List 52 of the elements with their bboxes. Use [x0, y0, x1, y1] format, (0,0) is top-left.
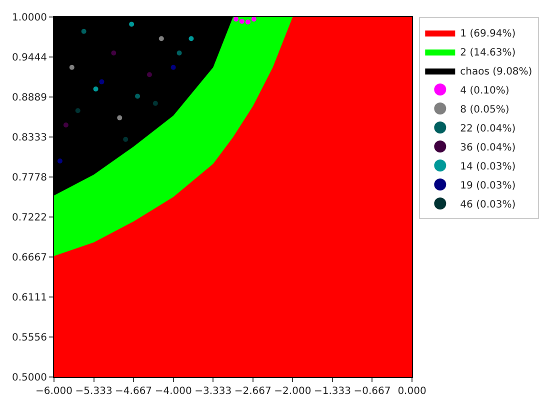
point: [239, 18, 244, 24]
point: [117, 115, 122, 120]
y-tick-label: 0.5556: [12, 332, 47, 344]
x-tick-label: −5.333: [75, 386, 112, 397]
point: [158, 36, 164, 42]
point: [63, 122, 68, 128]
legend-label: 4 (0.10%): [460, 85, 510, 96]
point: [57, 158, 62, 164]
point: [93, 86, 98, 92]
point: [75, 108, 80, 114]
y-tick-label: 0.6667: [12, 252, 47, 264]
y-tick-label: 0.7778: [12, 172, 47, 184]
point: [152, 100, 158, 106]
x-tick-label: −6.000: [35, 386, 73, 397]
y-tick-label: 0.8889: [12, 92, 47, 104]
y-tick-label: 0.8333: [12, 132, 47, 144]
y-tick-label: 0.5000: [12, 372, 47, 384]
x-tick-label: −2.667: [234, 386, 272, 397]
point: [251, 16, 256, 22]
legend-label: 1 (69.94%): [460, 28, 516, 40]
y-tick-label: 0.6111: [12, 292, 47, 304]
legend-label: 22 (0.04%): [460, 123, 516, 134]
legend-label: 2 (14.63%): [460, 47, 516, 58]
x-tick-label: −4.000: [154, 386, 192, 397]
point: [111, 50, 116, 56]
legend-label: 14 (0.03%): [460, 161, 516, 172]
y-tick-label: 0.7222: [12, 212, 47, 224]
y-tick-label: 1.0000: [12, 12, 47, 24]
point: [69, 64, 74, 70]
legend-label: 36 (0.04%): [460, 142, 516, 154]
point: [188, 36, 194, 42]
legend-label: 19 (0.03%): [460, 180, 516, 192]
legend-label: chaos (9.08%): [460, 66, 532, 78]
x-tick-label: −2.000: [274, 386, 312, 397]
legend-label: 8 (0.05%): [460, 104, 510, 116]
x-tick-label: 0.000: [398, 386, 426, 397]
point: [123, 136, 128, 142]
point: [81, 28, 86, 34]
legend-label: 46 (0.03%): [460, 199, 516, 210]
point: [176, 50, 182, 56]
x-tick-label: −3.333: [194, 386, 232, 397]
point: [170, 64, 176, 70]
point: [233, 16, 238, 22]
point: [146, 72, 152, 78]
point: [129, 22, 134, 27]
x-tick-label: −0.667: [354, 386, 391, 397]
y-tick-label: 0.9444: [12, 52, 47, 64]
point: [245, 20, 250, 25]
point: [135, 94, 140, 99]
x-tick-label: −4.667: [115, 386, 152, 397]
point: [99, 79, 104, 84]
x-tick-label: −1.333: [314, 386, 351, 397]
